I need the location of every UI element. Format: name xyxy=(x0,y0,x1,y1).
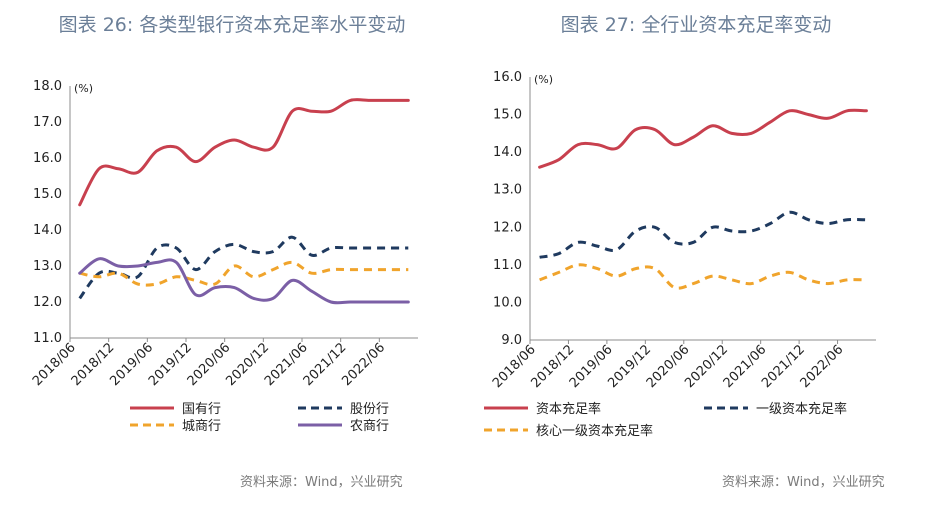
y-tick-label: 10.0 xyxy=(493,295,522,310)
line-chart-bank-types: 18.017.016.015.014.013.012.011.0(%)2018/… xyxy=(30,79,418,434)
series-line-0 xyxy=(538,108,868,169)
chart-panel-industry: 图表 27: 全行业资本充足率变动 16.0 15.0 14.0 13.0 12.0 11… xyxy=(464,0,928,505)
y-unit-label: (%) xyxy=(74,82,93,95)
series-line-2 xyxy=(79,260,409,287)
legend-label: 资本充足率 xyxy=(536,401,601,417)
y-tick-label: 15.0 xyxy=(493,108,522,123)
y-unit-label: (%) xyxy=(534,73,553,86)
y-tick-label: 9.0 xyxy=(501,333,522,348)
legend-label: 农商行 xyxy=(350,419,389,434)
line-chart-industry: 16.015.014.013.012.011.010.09.0(%)2018/0… xyxy=(484,70,876,439)
x-tick-label: 2022/06 xyxy=(339,340,388,389)
chart-title: 图表 27: 全行业资本充足率变动 xyxy=(560,14,832,36)
y-tick-label: 13.0 xyxy=(33,259,62,274)
y-tick-label: 11.0 xyxy=(33,331,62,346)
y-tick-label: 16.0 xyxy=(33,151,62,166)
legend-label: 城商行 xyxy=(182,419,221,434)
series-line-1 xyxy=(539,210,867,259)
source-note: 资料来源：Wind，兴业研究 xyxy=(240,475,403,490)
legend-label: 核心一级资本充足率 xyxy=(536,423,653,439)
series-line-1 xyxy=(78,235,409,300)
legend-label: 国有行 xyxy=(182,402,221,417)
legend-label: 股份行 xyxy=(350,402,389,417)
series-line-2 xyxy=(539,263,867,290)
y-tick-label: 16.0 xyxy=(493,70,522,85)
y-tick-label: 12.0 xyxy=(493,220,522,235)
legend-label: 一级资本充足率 xyxy=(756,401,847,417)
source-note: 资料来源：Wind，兴业研究 xyxy=(722,475,885,490)
y-tick-label: 18.0 xyxy=(33,79,62,94)
y-tick-label: 13.0 xyxy=(493,183,522,198)
series-line-3 xyxy=(78,257,410,305)
y-tick-label: 12.0 xyxy=(33,295,62,310)
series-line-0 xyxy=(78,98,410,207)
y-tick-label: 14.0 xyxy=(493,145,522,160)
x-tick-label: 2022/06 xyxy=(798,342,847,391)
y-tick-label: 17.0 xyxy=(33,115,62,130)
y-tick-label: 14.0 xyxy=(33,223,62,238)
y-tick-label: 11.0 xyxy=(493,258,522,273)
y-tick-label: 15.0 xyxy=(33,187,62,202)
chart-title: 图表 26: 各类型银行资本充足率水平变动 xyxy=(58,14,406,36)
chart-panel-bank-types: 图表 26: 各类型银行资本充足率水平变动 18.0 17.0 16.0 15.0 14… xyxy=(30,14,418,490)
